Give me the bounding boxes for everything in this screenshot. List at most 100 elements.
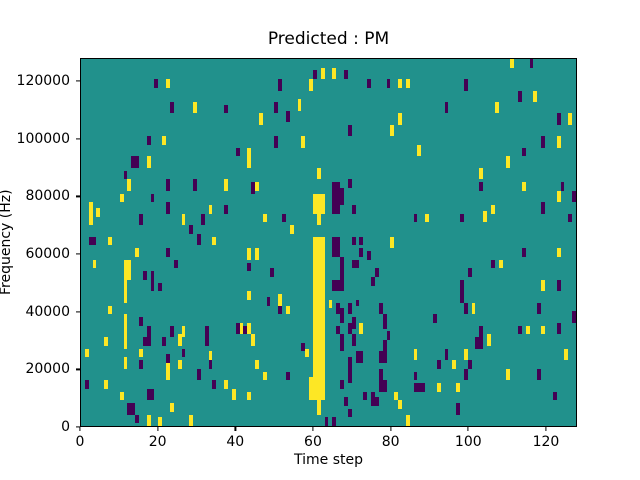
y-tick-label: 80000 (25, 188, 70, 205)
heatmap-cell (444, 348, 449, 361)
heatmap-cell (278, 79, 283, 91)
heatmap-cell (444, 102, 449, 114)
heatmap-cell (475, 337, 484, 349)
heatmap-cell (119, 193, 124, 203)
heatmap-cell (309, 377, 314, 401)
heatmap-cell (104, 380, 109, 389)
heatmap-cell (224, 179, 228, 191)
heatmap-cell (166, 79, 170, 88)
heatmap-cell (108, 236, 112, 246)
y-tick-mark (76, 138, 80, 140)
heatmap-cell (351, 236, 356, 246)
heatmap-cell (556, 136, 561, 148)
heatmap-cell (200, 213, 205, 226)
heatmap-cell (297, 99, 302, 111)
heatmap-cell (255, 182, 259, 191)
heatmap-cell (359, 236, 364, 246)
heatmap-cell (340, 256, 344, 292)
heatmap-cell (251, 334, 256, 346)
heatmap-cell (332, 236, 341, 257)
heatmap-cell (239, 322, 244, 335)
heatmap-cell (123, 170, 128, 180)
heatmap-cell (158, 417, 163, 426)
heatmap-cell (340, 380, 344, 389)
heatmap-cell (332, 67, 337, 80)
heatmap-cell (351, 334, 356, 346)
heatmap-cell (378, 368, 383, 381)
heatmap-cell (301, 342, 306, 352)
x-tick-mark (467, 427, 469, 431)
y-tick-mark (76, 311, 80, 313)
heatmap-cell (347, 357, 352, 383)
heatmap-cell (247, 262, 252, 272)
y-tick-mark (76, 253, 80, 255)
x-tick-mark (312, 427, 314, 431)
heatmap-cell (456, 383, 460, 392)
heatmap-cell (386, 79, 391, 88)
heatmap-cell (541, 202, 546, 214)
heatmap-cell (413, 213, 418, 223)
x-tick-label: 100 (454, 434, 482, 450)
heatmap-cell (556, 279, 561, 292)
heatmap-cell (313, 193, 325, 214)
heatmap-cell (556, 190, 561, 203)
heatmap-cell (436, 360, 441, 369)
heatmap-cell (139, 213, 143, 226)
heatmap-cell (564, 348, 569, 361)
heatmap-cell (459, 279, 464, 303)
y-tick-label: 20000 (25, 361, 70, 378)
heatmap-cell (92, 259, 97, 269)
heatmap-cell (332, 279, 341, 292)
heatmap-cell (181, 325, 186, 338)
heatmap-cell (320, 67, 325, 80)
x-tick-label: 20 (148, 434, 167, 450)
heatmap-cell (247, 156, 252, 168)
heatmap-cell (405, 79, 410, 88)
heatmap-cell (166, 179, 170, 191)
heatmap-cell (278, 305, 283, 315)
heatmap-cell (127, 179, 132, 191)
heatmap-cell (193, 102, 197, 114)
heatmap-cell (479, 325, 484, 338)
heatmap-cell (386, 331, 391, 340)
x-tick-label: 60 (304, 434, 322, 450)
heatmap-cell (119, 391, 124, 401)
heatmap-cell (274, 136, 279, 148)
heatmap-cell (541, 136, 546, 148)
heatmap-cell (224, 104, 228, 114)
heatmap-cell (347, 322, 352, 335)
heatmap-cell (270, 268, 275, 277)
x-tick-mark (390, 427, 392, 431)
heatmap-cell (436, 383, 441, 392)
heatmap-cell (471, 302, 476, 315)
heatmap-cell (255, 248, 259, 260)
heatmap-cell (413, 371, 418, 381)
x-axis-ticks: 0 20 40 60 80 100 120 (76, 427, 577, 457)
heatmap-cell (162, 337, 167, 346)
heatmap-cell (371, 391, 375, 401)
y-tick-label: 100000 (16, 130, 70, 147)
heatmap-cell (255, 360, 259, 369)
heatmap-cell (506, 368, 511, 381)
heatmap-cell (425, 213, 430, 223)
heatmap-cell (332, 182, 341, 214)
heatmap-cell (146, 388, 155, 401)
heatmap-cell (278, 294, 283, 306)
heatmap-cell (146, 325, 151, 338)
heatmap-cell (367, 251, 372, 260)
x-tick-mark (157, 427, 159, 431)
heatmap-cell (166, 362, 170, 381)
heatmap-cell (382, 314, 387, 329)
heatmap-cell (309, 79, 314, 91)
heatmap-cell (247, 322, 252, 335)
heatmap-cell (355, 351, 364, 363)
heatmap-cell (204, 325, 209, 346)
heatmap-cell (208, 360, 213, 369)
heatmap-cell (224, 380, 228, 389)
heatmap-cell (432, 314, 437, 323)
heatmap-cell (142, 271, 147, 280)
heatmap-cell (108, 305, 112, 315)
heatmap-cell (371, 276, 375, 286)
heatmap-cell (459, 213, 464, 223)
x-tick-mark (234, 427, 236, 431)
